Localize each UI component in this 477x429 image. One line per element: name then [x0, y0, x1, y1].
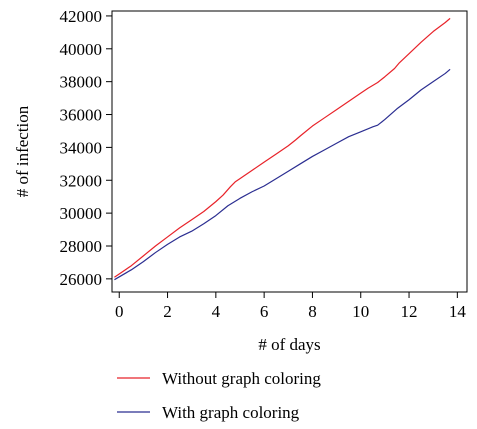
x-tick-label: 12 — [401, 302, 418, 321]
x-tick-label: 14 — [449, 302, 467, 321]
y-tick-label: 26000 — [60, 270, 103, 289]
axes: 0 2 4 6 8 10 12 14 26000 28000 30000 32000 34000 3600… — [60, 7, 468, 321]
y-tick-label: 32000 — [60, 171, 103, 190]
y-axis-title: # of infection — [13, 105, 32, 197]
y-tick-label: 34000 — [60, 138, 103, 157]
series-line-1 — [114, 17, 451, 278]
y-tick-label: 28000 — [60, 237, 103, 256]
x-tick-label: 4 — [212, 302, 221, 321]
y-tick-label: 30000 — [60, 204, 103, 223]
plot-area — [114, 17, 451, 281]
y-tick-label: 40000 — [60, 40, 103, 59]
x-tick-label: 0 — [115, 302, 124, 321]
legend-label-2: With graph coloring — [162, 403, 300, 422]
x-tick-label: 8 — [308, 302, 317, 321]
plot-frame — [111, 10, 468, 293]
legend: Without graph coloring With graph colorin… — [117, 369, 321, 422]
x-tick-label: 2 — [163, 302, 172, 321]
legend-label-1: Without graph coloring — [162, 369, 321, 388]
series-line-2 — [114, 68, 451, 281]
y-tick-label: 42000 — [60, 7, 103, 26]
y-tick-label: 38000 — [60, 73, 103, 92]
x-tick-label: 6 — [260, 302, 269, 321]
x-tick-label: 10 — [352, 302, 369, 321]
y-tick-label: 36000 — [60, 106, 103, 125]
x-axis-title: # of days — [258, 335, 320, 354]
